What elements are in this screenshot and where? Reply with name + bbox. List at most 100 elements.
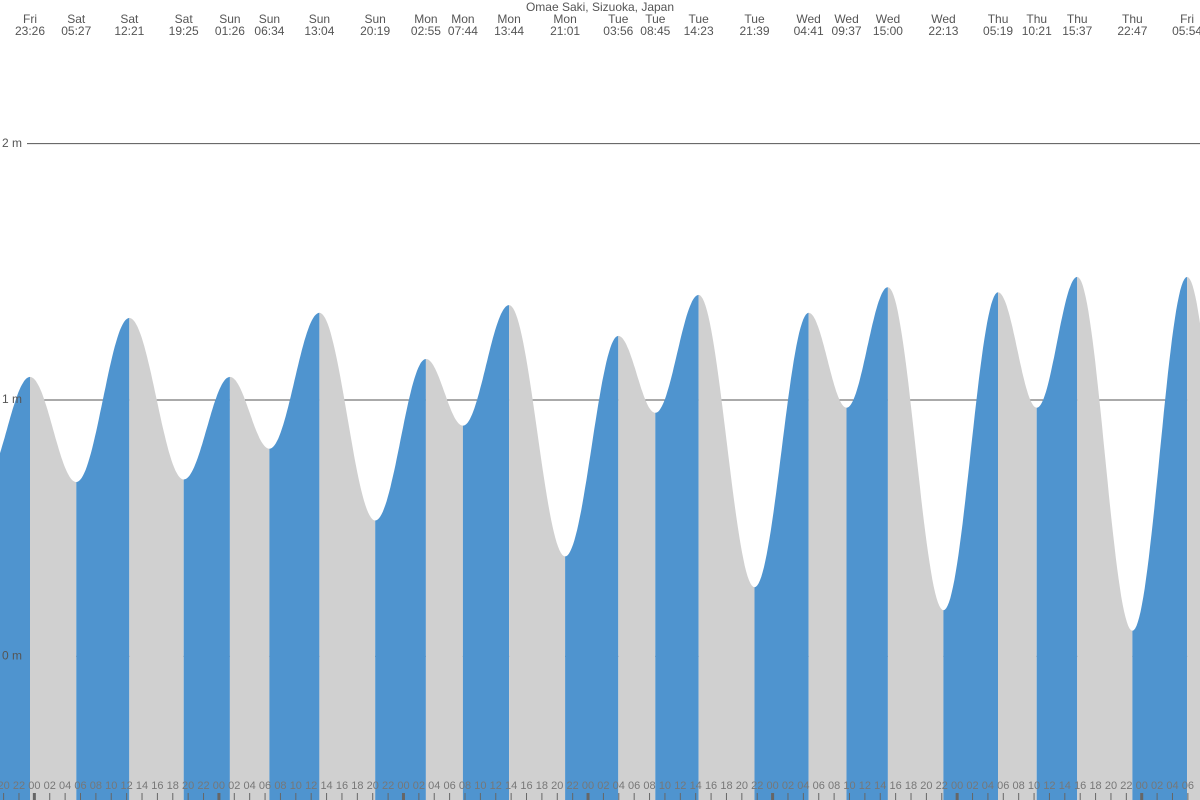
- extreme-day: Thu: [1122, 12, 1143, 26]
- hour-label: 22: [382, 780, 394, 792]
- extreme-day: Wed: [796, 12, 820, 26]
- tide-segment: [509, 305, 566, 800]
- extreme-time: 22:13: [928, 24, 958, 38]
- hour-label: 08: [90, 780, 102, 792]
- tide-segment: [183, 376, 230, 800]
- hour-label: 20: [736, 780, 748, 792]
- extreme-time: 19:25: [169, 24, 199, 38]
- hour-label: 14: [505, 780, 517, 792]
- hour-label: 16: [151, 780, 163, 792]
- hour-label: 02: [228, 780, 240, 792]
- hour-label: 18: [905, 780, 917, 792]
- hour-label: 18: [351, 780, 363, 792]
- tide-segment: [655, 294, 699, 800]
- hour-label: 02: [44, 780, 56, 792]
- hour-label: 10: [105, 780, 117, 792]
- extreme-day: Tue: [645, 12, 666, 26]
- extreme-time: 12:21: [114, 24, 144, 38]
- hour-label: 00: [397, 780, 409, 792]
- hour-label: 06: [628, 780, 640, 792]
- extreme-time: 22:47: [1117, 24, 1147, 38]
- hour-label: 02: [782, 780, 794, 792]
- hour-label: 22: [567, 780, 579, 792]
- hour-label: 20: [182, 780, 194, 792]
- hour-label: 14: [874, 780, 886, 792]
- tide-segment: [618, 335, 656, 800]
- hour-label: 12: [305, 780, 317, 792]
- tide-segment: [229, 376, 270, 800]
- hour-label: 04: [613, 780, 625, 792]
- tide-segment: [0, 376, 30, 800]
- tide-segment: [1187, 276, 1200, 800]
- hour-label: 20: [0, 780, 10, 792]
- extreme-time: 06:34: [254, 24, 284, 38]
- tide-segment: [887, 287, 944, 800]
- extreme-time: 21:39: [740, 24, 770, 38]
- hour-label: 00: [1136, 780, 1148, 792]
- extreme-day: Mon: [497, 12, 520, 26]
- extreme-time: 05:54: [1172, 24, 1200, 38]
- tide-segment: [129, 317, 184, 800]
- tide-segment: [462, 305, 510, 800]
- extreme-day: Mon: [553, 12, 576, 26]
- y-tick-label: 1 m: [2, 392, 22, 406]
- tide-segment: [269, 312, 320, 800]
- hour-label: 10: [659, 780, 671, 792]
- extreme-time: 05:27: [61, 24, 91, 38]
- hour-label: 06: [74, 780, 86, 792]
- tide-segment: [1036, 276, 1078, 800]
- extreme-time: 15:00: [873, 24, 903, 38]
- tide-segment: [1132, 276, 1188, 800]
- extreme-day: Sat: [67, 12, 86, 26]
- hour-label: 20: [920, 780, 932, 792]
- hour-label: 20: [1105, 780, 1117, 792]
- hour-label: 00: [28, 780, 40, 792]
- hour-label: 14: [690, 780, 702, 792]
- extreme-time: 09:37: [832, 24, 862, 38]
- y-tick-label: 0 m: [2, 649, 22, 663]
- hour-label: 22: [936, 780, 948, 792]
- hour-label: 08: [643, 780, 655, 792]
- hour-label: 12: [859, 780, 871, 792]
- hour-label: 12: [490, 780, 502, 792]
- extreme-day: Sun: [309, 12, 330, 26]
- tide-segment: [754, 312, 809, 800]
- extreme-day: Fri: [23, 12, 37, 26]
- hour-label: 06: [259, 780, 271, 792]
- hour-label: 14: [136, 780, 148, 792]
- extreme-time: 20:19: [360, 24, 390, 38]
- tide-segment: [846, 287, 888, 800]
- extreme-day: Mon: [414, 12, 437, 26]
- hour-label: 04: [797, 780, 809, 792]
- extreme-time: 21:01: [550, 24, 580, 38]
- extreme-day: Sun: [259, 12, 280, 26]
- extreme-day: Wed: [876, 12, 900, 26]
- extreme-time: 23:26: [15, 24, 45, 38]
- tide-segment: [1077, 276, 1133, 800]
- extreme-day: Thu: [988, 12, 1009, 26]
- extreme-day: Tue: [608, 12, 629, 26]
- extreme-time: 10:21: [1022, 24, 1052, 38]
- hour-label: 00: [582, 780, 594, 792]
- tide-segment: [565, 335, 619, 800]
- hour-label: 10: [843, 780, 855, 792]
- extreme-time: 03:56: [603, 24, 633, 38]
- tide-segment: [943, 292, 998, 800]
- hour-label: 08: [459, 780, 471, 792]
- tide-segment: [698, 294, 755, 800]
- hour-label: 02: [1151, 780, 1163, 792]
- hour-label: 08: [828, 780, 840, 792]
- extreme-day: Sun: [219, 12, 240, 26]
- hour-label: 08: [274, 780, 286, 792]
- extreme-day: Wed: [931, 12, 955, 26]
- hour-label: 22: [197, 780, 209, 792]
- hour-label: 16: [1074, 780, 1086, 792]
- hour-label: 06: [443, 780, 455, 792]
- extreme-time: 04:41: [794, 24, 824, 38]
- hour-label: 20: [367, 780, 379, 792]
- hour-label: 18: [1089, 780, 1101, 792]
- extreme-day: Thu: [1026, 12, 1047, 26]
- hour-label: 04: [1166, 780, 1178, 792]
- hour-label: 16: [336, 780, 348, 792]
